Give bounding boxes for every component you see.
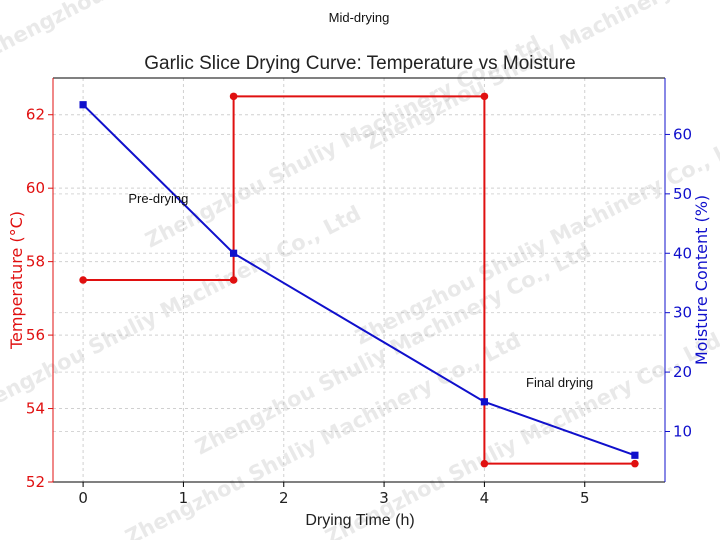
- y-right-tick-label: 20: [673, 363, 692, 381]
- moisture-point: [79, 101, 87, 109]
- y-right-tick-label: 40: [673, 244, 692, 262]
- x-tick-label: 3: [379, 489, 389, 507]
- y-left-tick-label: 52: [26, 473, 45, 491]
- moisture-point: [229, 249, 238, 257]
- x-tick-label: 4: [480, 489, 490, 507]
- series-line-temperature: [83, 95, 635, 465]
- chart-title: Garlic Slice Drying Curve: Temperature v…: [144, 53, 576, 74]
- y-right-axis-label: Moisture Content (%): [692, 195, 711, 365]
- temperature-point: [480, 459, 489, 468]
- annotation-label: Mid-drying: [329, 10, 390, 25]
- y-right-tick-label: 50: [673, 185, 692, 203]
- annotation-label: Pre-drying: [128, 191, 188, 206]
- temperature-point: [480, 92, 489, 101]
- moisture-point: [631, 451, 639, 459]
- watermark-text: Zhengzhou Shuliy Machinery Co., Ltd: [121, 328, 524, 540]
- x-tick-label: 5: [580, 489, 590, 507]
- annotation-label: Final drying: [526, 375, 593, 390]
- x-tick-label: 0: [78, 489, 88, 507]
- y-left-tick-label: 54: [26, 400, 45, 418]
- series-group: [79, 92, 639, 468]
- y-left-tick-label: 56: [26, 326, 45, 344]
- watermark-text: Zhengzhou Shuliy Machinery Co., Ltd: [361, 0, 720, 154]
- temperature-point: [631, 459, 639, 468]
- y-right-tick-label: 30: [673, 304, 692, 322]
- y-right-tick-label: 10: [673, 423, 692, 441]
- temperature-point: [229, 276, 238, 284]
- x-tick-label: 1: [179, 489, 189, 507]
- temperature-point: [229, 92, 238, 101]
- x-axis-label: Drying Time (h): [305, 512, 414, 529]
- annotations: Mid-drying Pre-drying Final drying: [128, 10, 593, 390]
- y-left-tick-label: 58: [26, 253, 45, 271]
- y-right-tick-label: 60: [673, 125, 692, 143]
- temperature-point: [79, 276, 87, 284]
- series-line-moisture: [82, 103, 636, 457]
- y-left-tick-label: 60: [26, 179, 45, 197]
- axes: 0 1 2 3 4 5 52 54 56 58 60 62 10 20 30 40 50 60: [26, 77, 692, 507]
- moisture-point: [480, 398, 489, 406]
- y-left-axis-label: Temperature (°C): [7, 211, 26, 350]
- y-left-tick-label: 62: [26, 106, 45, 124]
- x-tick-label: 2: [279, 489, 289, 507]
